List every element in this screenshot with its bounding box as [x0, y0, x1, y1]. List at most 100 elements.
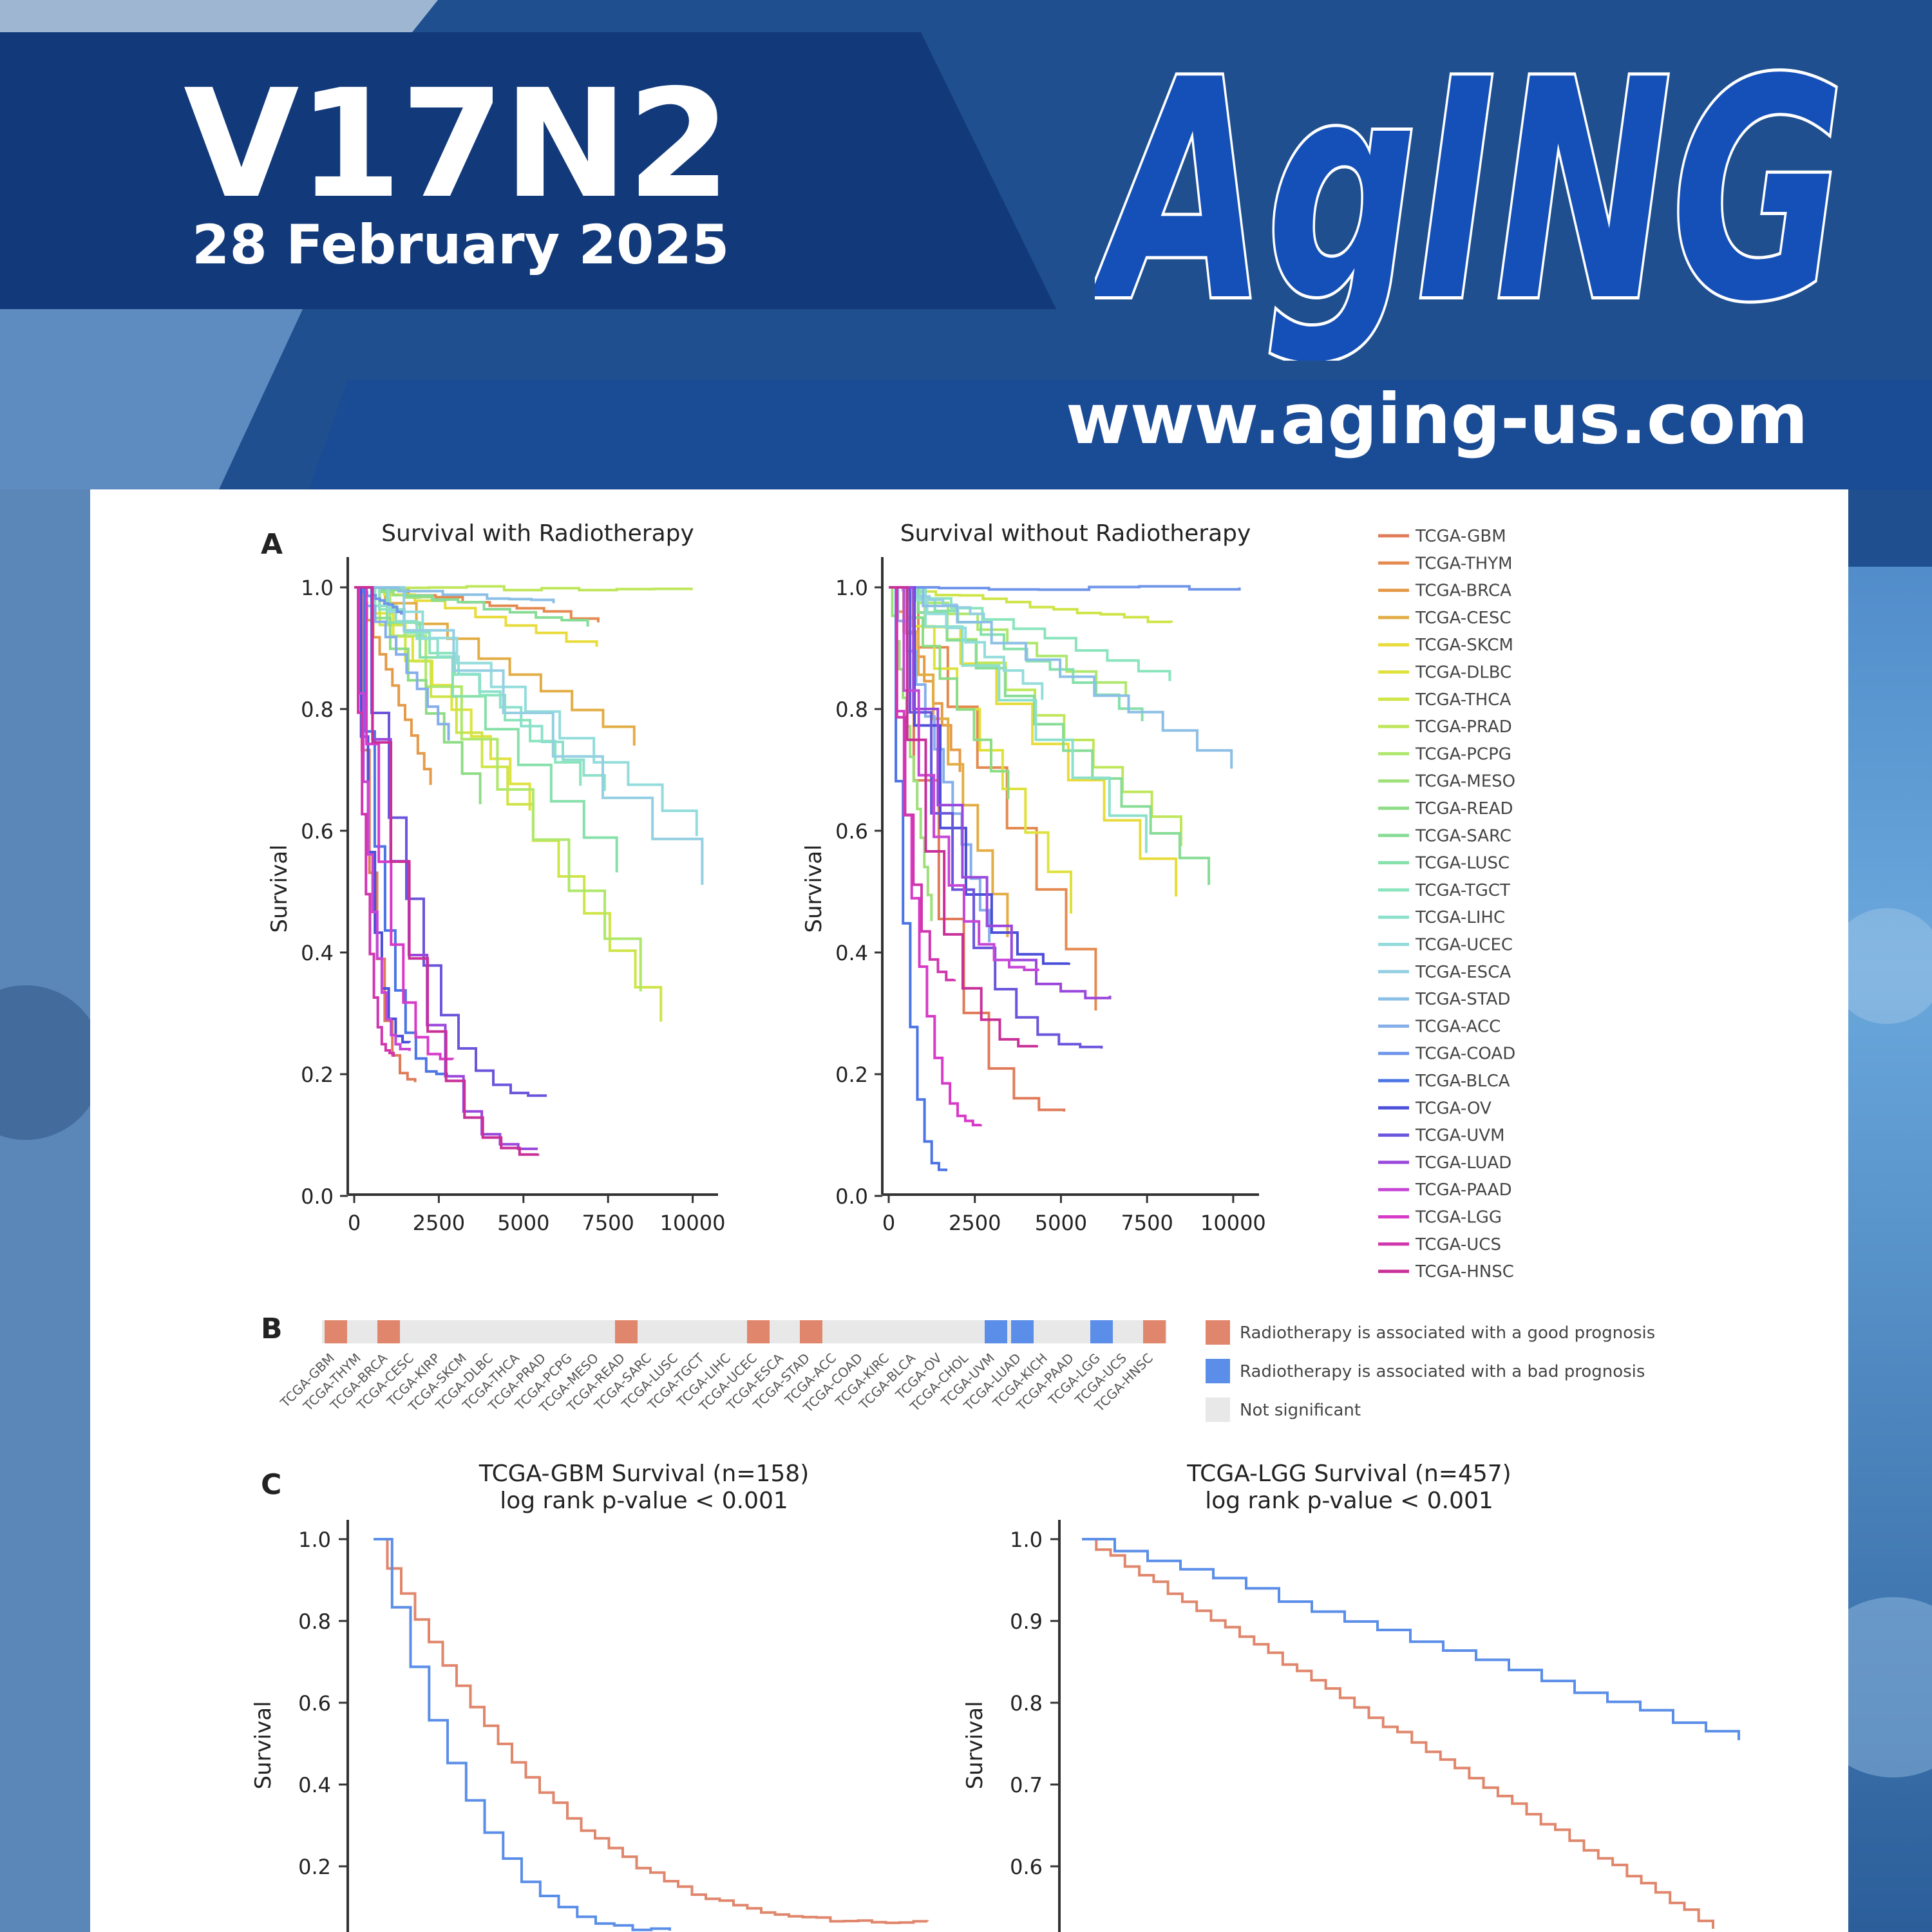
panel-a-xtick-label: 7500: [1121, 1211, 1173, 1235]
panel-c-ytick-label: 0.4: [298, 1773, 331, 1797]
panel-a-ytick-label: 0.2: [301, 1063, 334, 1087]
panel-a-left-curve: [354, 586, 698, 837]
panel-b-cell-good: [747, 1320, 770, 1343]
panel-b-cell-good: [800, 1320, 822, 1343]
panel-a-legend-label: TCGA-LIHC: [1415, 908, 1505, 927]
panel-a-ytick-label: 0.6: [301, 819, 334, 844]
panel-a-legend-label: TCGA-HNSC: [1415, 1262, 1514, 1282]
panel-b-legend-swatch-bad: [1206, 1359, 1230, 1383]
svg-text:AgING: AgING: [1095, 26, 1844, 361]
figure-panel: A B C Survival with Radiotherapy Survival 1.0…: [90, 489, 1848, 1932]
panel-a-left-curve: [354, 586, 411, 1051]
panel-a-legend-label: TCGA-MESO: [1415, 772, 1515, 791]
panel-b-strip: [322, 1320, 1167, 1343]
panel-a-right-curve: [889, 586, 947, 1171]
panel-a-legend-label: TCGA-ACC: [1415, 1017, 1501, 1036]
panel-a-legend-label: TCGA-PRAD: [1415, 717, 1512, 737]
panel-a-legend-label: TCGA-LGG: [1415, 1208, 1502, 1227]
panel-a-xtick-label: 5000: [497, 1211, 549, 1235]
panel-c-lgg-curve-good: [1082, 1538, 1714, 1929]
panel-a-right-ylabel: Survival: [801, 844, 827, 933]
panel-a-legend-label: TCGA-LUSC: [1415, 854, 1510, 873]
panel-b-cell-bad: [985, 1320, 1007, 1343]
panel-b-cell-bad: [1011, 1320, 1034, 1343]
panel-a-right-curve: [889, 586, 1211, 886]
panel-a-legend-label: TCGA-THYM: [1415, 554, 1513, 573]
panel-a-legend-label: TCGA-COAD: [1415, 1045, 1515, 1064]
panel-a-legend-label: TCGA-BLCA: [1415, 1072, 1510, 1091]
panel-a-legend-label: TCGA-THCA: [1415, 690, 1511, 710]
panel-a-right-curve: [889, 586, 1173, 623]
panel-c-gbm-curve-bad: [374, 1538, 671, 1931]
panel-a-left-curve: [354, 586, 482, 804]
panel-a-ytick-label: 0.6: [835, 819, 868, 844]
panel-a-legend-label: TCGA-PAAD: [1415, 1180, 1512, 1200]
panel-a-legend-label: TCGA-READ: [1415, 799, 1513, 819]
panel-c-ytick-label: 0.8: [1010, 1691, 1043, 1716]
panel-a-legend-label: TCGA-UCEC: [1415, 936, 1513, 955]
panel-a-xtick-label: 7500: [582, 1211, 634, 1235]
figure-svg: A B C Survival with Radiotherapy Survival 1.0…: [251, 520, 1740, 1932]
panel-a-left-curve: [354, 586, 448, 1077]
panel-a-ytick-label: 0.8: [835, 697, 868, 722]
panel-a-right-curve: [889, 586, 1233, 769]
panel-a-xtick-label: 0: [882, 1211, 895, 1235]
panel-a-right-curve: [889, 585, 1241, 591]
panel-b-cell-bad: [1090, 1320, 1113, 1343]
panel-a-legend-label: TCGA-OV: [1415, 1099, 1492, 1118]
panel-a-left-curve: [354, 586, 395, 1057]
panel-a-left-curve: [354, 586, 642, 992]
panel-a-xtick-label: 2500: [949, 1211, 1001, 1235]
panel-a-legend-label: TCGA-ESCA: [1415, 963, 1511, 982]
panel-a-xtick-label: 2500: [413, 1211, 465, 1235]
panel-b-legend-label: Radiotherapy is associated with a bad pr…: [1240, 1362, 1645, 1381]
panel-a-legend-label: TCGA-GBM: [1415, 527, 1506, 546]
panel-a-right-curve: [889, 586, 1070, 965]
panel-b-legend-swatch-ns: [1206, 1397, 1230, 1422]
journal-url[interactable]: www.aging-us.com: [1066, 379, 1808, 460]
panel-c-gbm-ylabel: Survival: [251, 1701, 276, 1789]
panel-c-ytick-label: 0.7: [1010, 1773, 1043, 1797]
issue-number: V17N2: [184, 57, 731, 231]
panel-a-right-curve: [889, 586, 1112, 999]
panel-a-ytick-label: 1.0: [301, 576, 334, 600]
panel-c-gbm-title: TCGA-GBM Survival (n=158): [478, 1461, 810, 1487]
aging-logo: AgING: [1095, 26, 1848, 361]
panel-c-ytick-label: 0.6: [298, 1691, 331, 1716]
panel-c-gbm-curve-good: [374, 1538, 929, 1924]
panel-a-legend-label: TCGA-DLBC: [1415, 663, 1511, 683]
panel-c-ytick-label: 0.9: [1010, 1609, 1043, 1634]
panel-c-ytick-label: 0.8: [298, 1609, 331, 1634]
panel-a-left-ylabel: Survival: [267, 844, 292, 933]
panel-a-left-curve: [354, 586, 547, 1097]
panel-a-legend-label: TCGA-UCS: [1415, 1235, 1501, 1255]
panel-c-lgg-subtitle: log rank p-value < 0.001: [1205, 1488, 1493, 1514]
panel-a-right-curve: [889, 586, 956, 981]
panel-a-right-title: Survival without Radiotherapy: [900, 520, 1251, 547]
panel-a-ytick-label: 0.0: [835, 1184, 868, 1209]
panel-b-cell-good: [325, 1320, 347, 1343]
panel-a-right-curve: [889, 586, 1010, 799]
panel-a-xtick-label: 10000: [660, 1211, 726, 1235]
panel-a-left-curve: [354, 586, 618, 873]
panel-a-right-curve: [889, 586, 1171, 681]
panel-c-ytick-label: 0.2: [298, 1855, 331, 1879]
panel-a-ytick-label: 0.4: [301, 941, 334, 965]
panel-a-right-curve: [889, 586, 1038, 1048]
panel-a-legend-label: TCGA-CESC: [1415, 609, 1511, 628]
panel-c-lgg-ylabel: Survival: [962, 1701, 988, 1789]
panel-b-legend-label: Radiotherapy is associated with a good p…: [1240, 1323, 1655, 1343]
panel-c-gbm-subtitle: log rank p-value < 0.001: [500, 1488, 788, 1514]
panel-a-legend-label: TCGA-PCPG: [1415, 744, 1511, 764]
panel-a-right-curve: [889, 586, 1039, 971]
panel-a-legend-label: TCGA-SARC: [1415, 826, 1511, 846]
panel-c-ytick-label: 0.6: [1010, 1855, 1043, 1879]
panel-a-left-curve: [354, 586, 450, 741]
panel-a-legend-label: TCGA-BRCA: [1415, 582, 1511, 601]
panel-a-legend-label: TCGA-SKCM: [1415, 636, 1513, 655]
panel-a-left-curve: [354, 586, 555, 603]
panel-a-legend-label: TCGA-STAD: [1415, 990, 1510, 1009]
panel-a-legend-label: TCGA-UVM: [1415, 1126, 1505, 1146]
panel-c-lgg-title: TCGA-LGG Survival (n=457): [1186, 1461, 1511, 1487]
